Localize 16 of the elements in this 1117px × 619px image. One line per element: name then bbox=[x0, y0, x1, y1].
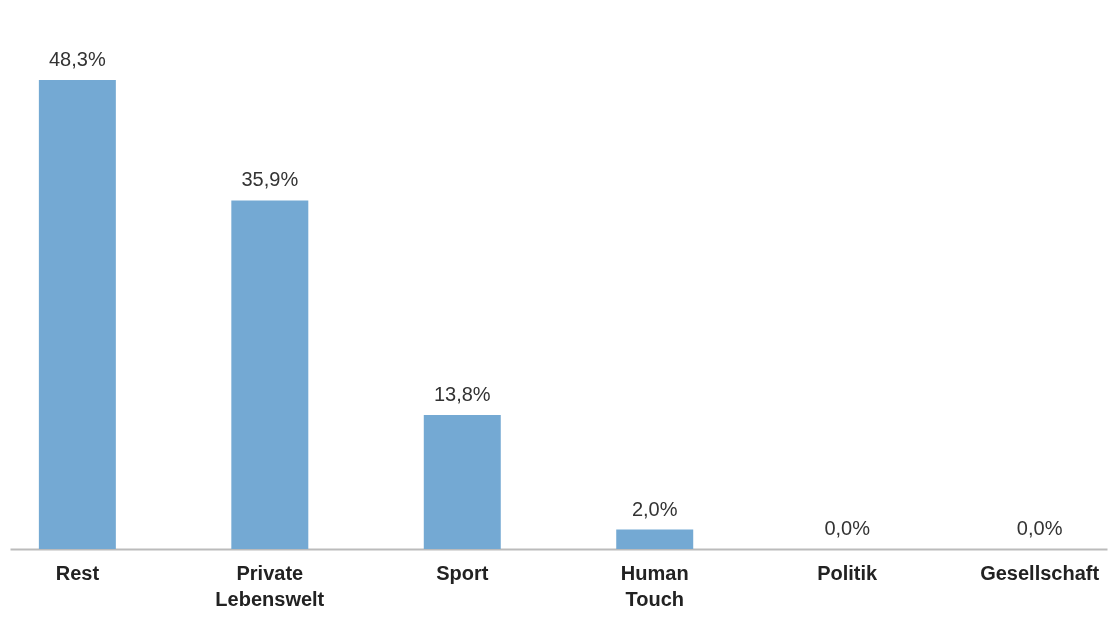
data-label: 0,0% bbox=[824, 517, 871, 539]
data-label: 35,9% bbox=[241, 168, 299, 191]
x-tick-label: Rest bbox=[55, 561, 100, 584]
x-tick-label: Gesellschaft bbox=[980, 561, 1100, 584]
data-label: 48,3% bbox=[49, 48, 106, 70]
bar bbox=[423, 415, 501, 549]
bar bbox=[38, 80, 116, 549]
x-tick-label: Private Lebenswelt bbox=[215, 561, 325, 610]
x-tick-label: Sport bbox=[436, 561, 489, 584]
data-label: 0,0% bbox=[1016, 517, 1063, 539]
bar bbox=[616, 529, 694, 549]
data-label: 2,0% bbox=[631, 497, 678, 520]
data-label: 13,8% bbox=[433, 383, 491, 405]
x-tick-label: Human Touch bbox=[620, 561, 689, 610]
x-tick-label: Politik bbox=[817, 561, 879, 584]
bar bbox=[231, 200, 309, 549]
